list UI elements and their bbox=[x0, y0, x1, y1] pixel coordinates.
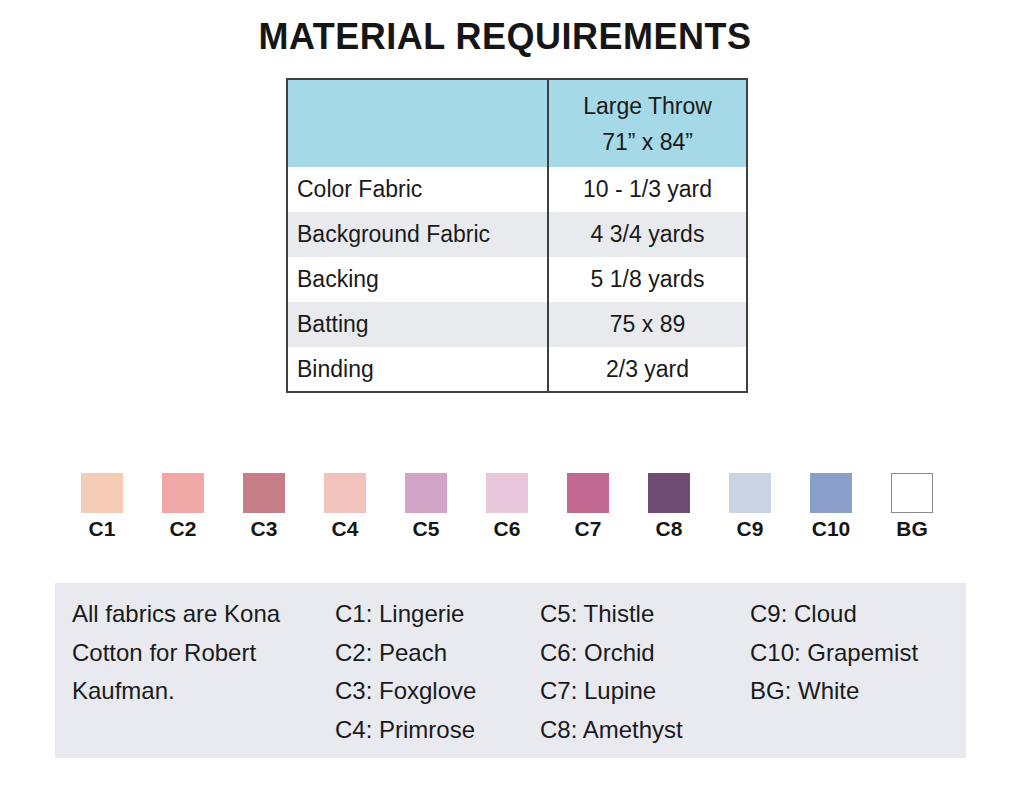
legend-column-3: C9: Cloud C10: Grapemist BG: White bbox=[750, 595, 918, 711]
legend-entry-c4: C4: Primrose bbox=[335, 711, 476, 750]
legend-column-1: C1: Lingerie C2: Peach C3: Foxglove C4: … bbox=[335, 595, 476, 749]
swatch-c8 bbox=[648, 473, 690, 513]
legend-entry-c9: C9: Cloud bbox=[750, 595, 918, 634]
legend-box: All fabrics are Kona Cotton for Robert K… bbox=[55, 583, 966, 758]
page: MATERIAL REQUIREMENTS Large Throw 71” x … bbox=[0, 0, 1024, 798]
swatch-label-c4: C4 bbox=[332, 517, 359, 541]
legend-entry-bg: BG: White bbox=[750, 672, 918, 711]
swatch-c10 bbox=[810, 473, 852, 513]
fabric-swatch-row: C1 C2 C3 C4 C5 C6 C7 C8 bbox=[81, 473, 933, 541]
page-title: MATERIAL REQUIREMENTS bbox=[0, 16, 1010, 58]
row-label: Batting bbox=[287, 302, 548, 347]
swatch-label-c3: C3 bbox=[251, 517, 278, 541]
table-row-batting: Batting 75 x 89 bbox=[287, 302, 747, 347]
swatch-item-c1: C1 bbox=[81, 473, 123, 541]
row-value: 2/3 yard bbox=[548, 347, 747, 392]
header-size-line1: Large Throw bbox=[550, 88, 745, 124]
row-value: 5 1/8 yards bbox=[548, 257, 747, 302]
header-empty-cell bbox=[287, 79, 548, 167]
swatch-item-c5: C5 bbox=[405, 473, 447, 541]
swatch-item-c6: C6 bbox=[486, 473, 528, 541]
row-value: 75 x 89 bbox=[548, 302, 747, 347]
swatch-item-c8: C8 bbox=[648, 473, 690, 541]
swatch-item-c7: C7 bbox=[567, 473, 609, 541]
material-requirements-table: Large Throw 71” x 84” Color Fabric 10 - … bbox=[286, 78, 748, 393]
swatch-label-c10: C10 bbox=[812, 517, 851, 541]
swatch-c3 bbox=[243, 473, 285, 513]
legend-entry-c6: C6: Orchid bbox=[540, 634, 683, 673]
legend-entry-c5: C5: Thistle bbox=[540, 595, 683, 634]
legend-entry-c8: C8: Amethyst bbox=[540, 711, 683, 750]
swatch-label-bg: BG bbox=[896, 517, 928, 541]
swatch-label-c6: C6 bbox=[494, 517, 521, 541]
legend-column-2: C5: Thistle C6: Orchid C7: Lupine C8: Am… bbox=[540, 595, 683, 749]
swatch-item-c2: C2 bbox=[162, 473, 204, 541]
row-label: Color Fabric bbox=[287, 167, 548, 212]
swatch-label-c5: C5 bbox=[413, 517, 440, 541]
table-row-binding: Binding 2/3 yard bbox=[287, 347, 747, 392]
swatch-c6 bbox=[486, 473, 528, 513]
swatch-bg bbox=[891, 473, 933, 513]
row-label: Backing bbox=[287, 257, 548, 302]
swatch-c7 bbox=[567, 473, 609, 513]
table-row-background-fabric: Background Fabric 4 3/4 yards bbox=[287, 212, 747, 257]
row-value: 4 3/4 yards bbox=[548, 212, 747, 257]
row-label: Binding bbox=[287, 347, 548, 392]
header-size-cell: Large Throw 71” x 84” bbox=[548, 79, 747, 167]
table-row-backing: Backing 5 1/8 yards bbox=[287, 257, 747, 302]
swatch-c5 bbox=[405, 473, 447, 513]
swatch-label-c7: C7 bbox=[575, 517, 602, 541]
swatch-item-c4: C4 bbox=[324, 473, 366, 541]
swatch-c9 bbox=[729, 473, 771, 513]
table-row-color-fabric: Color Fabric 10 - 1/3 yard bbox=[287, 167, 747, 212]
table-header-row: Large Throw 71” x 84” bbox=[287, 79, 747, 167]
legend-entry-c7: C7: Lupine bbox=[540, 672, 683, 711]
legend-entry-c1: C1: Lingerie bbox=[335, 595, 476, 634]
legend-entry-c2: C2: Peach bbox=[335, 634, 476, 673]
swatch-item-bg: BG bbox=[891, 473, 933, 541]
swatch-label-c9: C9 bbox=[737, 517, 764, 541]
swatch-label-c2: C2 bbox=[170, 517, 197, 541]
legend-entry-c10: C10: Grapemist bbox=[750, 634, 918, 673]
swatch-label-c1: C1 bbox=[89, 517, 116, 541]
header-size-line2: 71” x 84” bbox=[550, 124, 745, 160]
swatch-c2 bbox=[162, 473, 204, 513]
legend-note: All fabrics are Kona Cotton for Robert K… bbox=[72, 595, 334, 711]
swatch-c4 bbox=[324, 473, 366, 513]
swatch-item-c3: C3 bbox=[243, 473, 285, 541]
swatch-item-c9: C9 bbox=[729, 473, 771, 541]
row-value: 10 - 1/3 yard bbox=[548, 167, 747, 212]
swatch-label-c8: C8 bbox=[656, 517, 683, 541]
legend-entry-c3: C3: Foxglove bbox=[335, 672, 476, 711]
swatch-item-c10: C10 bbox=[810, 473, 852, 541]
row-label: Background Fabric bbox=[287, 212, 548, 257]
swatch-c1 bbox=[81, 473, 123, 513]
